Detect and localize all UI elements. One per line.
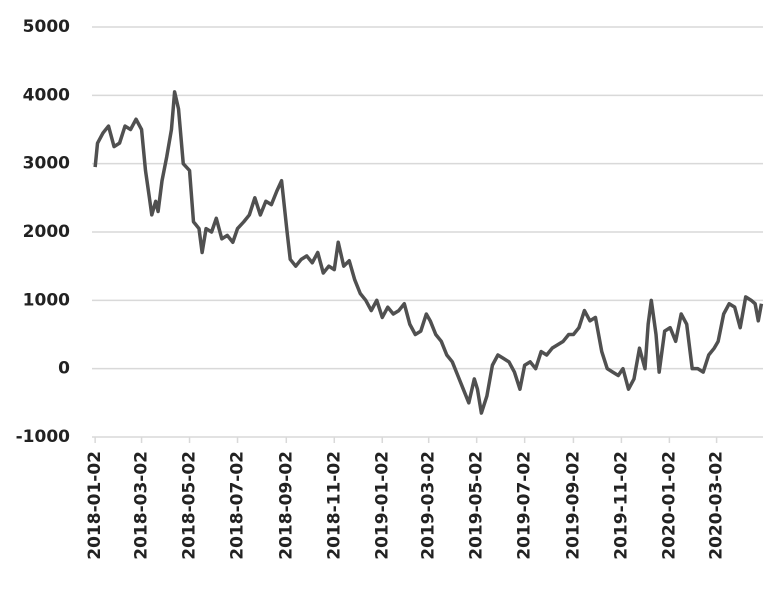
x-tick-label: 2020-01-02 bbox=[659, 451, 679, 560]
x-tick-label: 2019-11-02 bbox=[611, 451, 631, 560]
y-tick-label: 1000 bbox=[23, 290, 70, 310]
x-tick-label: 2018-07-02 bbox=[228, 451, 248, 560]
y-tick-label: 4000 bbox=[23, 85, 70, 105]
y-tick-label: 2000 bbox=[23, 222, 70, 242]
x-tick-label: 2018-01-02 bbox=[85, 451, 105, 560]
x-tick-label: 2018-09-02 bbox=[276, 451, 296, 560]
x-tick-label: 2019-05-02 bbox=[467, 451, 487, 560]
x-tick-label: 2019-09-02 bbox=[563, 451, 583, 560]
y-tick-label: 0 bbox=[58, 359, 70, 379]
y-tick-label: 5000 bbox=[23, 17, 70, 37]
x-tick-label: 2020-03-02 bbox=[707, 451, 727, 560]
y-tick-label: 3000 bbox=[23, 154, 70, 174]
x-tick-label: 2018-05-02 bbox=[180, 451, 200, 560]
x-tick-label: 2019-07-02 bbox=[515, 451, 535, 560]
x-tick-label: 2019-01-02 bbox=[372, 451, 392, 560]
y-tick-label: -1000 bbox=[16, 427, 71, 447]
data-line bbox=[93, 90, 764, 415]
x-tick-label: 2018-03-02 bbox=[132, 451, 152, 560]
x-tick-label: 2019-03-02 bbox=[419, 451, 439, 560]
x-tick-label: 2018-11-02 bbox=[324, 451, 344, 560]
